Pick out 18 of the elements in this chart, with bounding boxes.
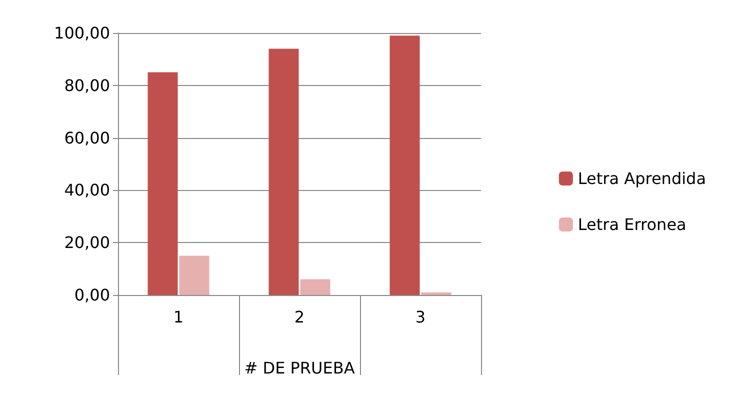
bar xyxy=(300,279,330,295)
x-tick-label: 3 xyxy=(415,308,426,326)
y-tick-label: 60,00 xyxy=(64,128,110,148)
bar xyxy=(268,48,299,295)
y-tick-label: 0,00 xyxy=(74,286,110,304)
y-tick-label: 40,00 xyxy=(64,180,110,200)
y-tick-label: 20,00 xyxy=(64,233,110,252)
bar xyxy=(179,256,210,295)
bar xyxy=(390,36,420,295)
x-axis-title: # DE PRUEBA xyxy=(244,358,355,378)
x-tick-label: 2 xyxy=(294,308,305,326)
y-tick-label: 80,00 xyxy=(64,76,110,95)
bar xyxy=(421,292,452,295)
x-tick-label: 1 xyxy=(173,308,184,326)
bar xyxy=(148,72,178,295)
y-tick-label: 100,00 xyxy=(54,24,110,42)
legend-label: Letra Erronea xyxy=(578,215,686,234)
legend-label: Letra Aprendida xyxy=(578,169,706,188)
